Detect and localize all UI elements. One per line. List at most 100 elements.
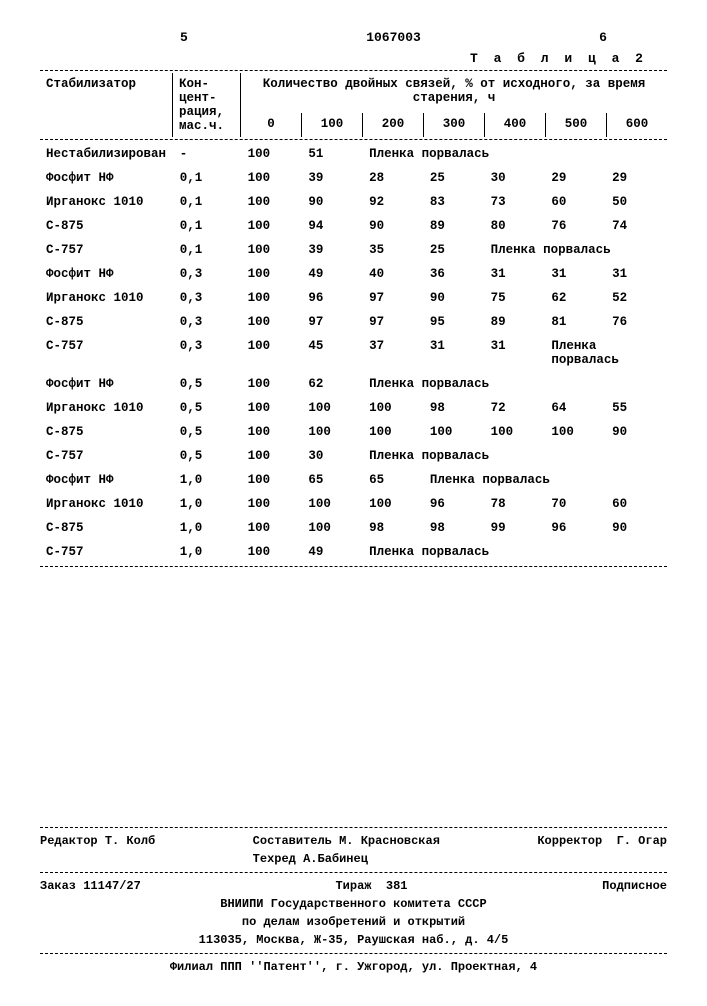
cell-value: 28 xyxy=(363,166,424,190)
divider xyxy=(40,953,667,954)
cell-value: 65 xyxy=(302,468,363,492)
cell-value: 25 xyxy=(424,238,485,262)
cell-value: 97 xyxy=(363,310,424,334)
table-row: С-7570,310045373131Пленка порвалась xyxy=(40,334,667,372)
cell-concentration: 0,3 xyxy=(174,334,242,372)
time-col-header: 600 xyxy=(607,113,668,137)
cell-value: 100 xyxy=(302,420,363,444)
cell-value: 100 xyxy=(242,420,303,444)
cell-value: 100 xyxy=(242,286,303,310)
cell-value: 99 xyxy=(485,516,546,540)
divider xyxy=(40,70,667,71)
cell-value: 50 xyxy=(606,190,667,214)
cell-value: 60 xyxy=(545,190,606,214)
cell-value: 49 xyxy=(302,262,363,286)
cell-concentration: 0,3 xyxy=(174,286,242,310)
cell-concentration: 1,0 xyxy=(174,468,242,492)
cell-concentration: 0,3 xyxy=(174,262,242,286)
cell-concentration: 0,1 xyxy=(174,238,242,262)
subscribe: Подписное xyxy=(602,877,667,895)
table-row: С-8750,1100949089807674 xyxy=(40,214,667,238)
header-row-1: Стабилизатор Кон- цент- рация, мас.ч. Ко… xyxy=(40,73,667,113)
cell-concentration: 0,1 xyxy=(174,166,242,190)
cell-value: 100 xyxy=(363,396,424,420)
cell-value: 100 xyxy=(242,492,303,516)
cell-value: 29 xyxy=(606,166,667,190)
time-col-header: 100 xyxy=(302,113,363,137)
cell-stabilizer: С-875 xyxy=(40,214,174,238)
table-row: Нестабилизирован-10051Пленка порвалась xyxy=(40,142,667,166)
addr-line: 113035, Москва, Ж-35, Раушская наб., д. … xyxy=(40,931,667,949)
doc-number: 1067003 xyxy=(366,30,421,45)
cell-value: 51 xyxy=(302,142,363,166)
cell-value: 72 xyxy=(485,396,546,420)
cell-concentration: 0,5 xyxy=(174,420,242,444)
cell-value: 90 xyxy=(363,214,424,238)
footer-block: Редактор Т. Колб Составитель М. Красновс… xyxy=(40,827,667,976)
cell-value: 100 xyxy=(302,396,363,420)
cell-value: 100 xyxy=(302,516,363,540)
cell-value: 100 xyxy=(545,420,606,444)
cell-value: 39 xyxy=(302,238,363,262)
table-row: Фосфит НФ0,510062Пленка порвалась xyxy=(40,372,667,396)
table-row: С-7570,510030Пленка порвалась xyxy=(40,444,667,468)
cell-value: 31 xyxy=(424,334,485,372)
cell-value: 95 xyxy=(424,310,485,334)
cell-value: 55 xyxy=(606,396,667,420)
cell-value: 31 xyxy=(485,262,546,286)
cell-value: 30 xyxy=(302,444,363,468)
cell-value: 83 xyxy=(424,190,485,214)
cell-value: 100 xyxy=(242,142,303,166)
cell-value: 100 xyxy=(242,396,303,420)
compiler-techred: Составитель М. Красновская Техред А.Баби… xyxy=(253,832,440,868)
cell-concentration: 1,0 xyxy=(174,540,242,564)
cell-stabilizer: Фосфит НФ xyxy=(40,372,174,396)
cell-value: 100 xyxy=(242,540,303,564)
cell-value: 81 xyxy=(545,310,606,334)
org-line-1: ВНИИПИ Государственного комитета СССР xyxy=(40,895,667,913)
cell-value: 92 xyxy=(363,190,424,214)
table-row: С-8750,3100979795898176 xyxy=(40,310,667,334)
cell-value: 100 xyxy=(242,166,303,190)
divider xyxy=(40,139,667,140)
cell-value: 97 xyxy=(363,286,424,310)
cell-stabilizer: Ирганокс 1010 xyxy=(40,396,174,420)
table-row: Фосфит НФ0,1100392825302929 xyxy=(40,166,667,190)
cell-stabilizer: С-875 xyxy=(40,420,174,444)
cell-value: 90 xyxy=(302,190,363,214)
cell-concentration: 0,5 xyxy=(174,372,242,396)
cell-value: 45 xyxy=(302,334,363,372)
table-row: С-8750,510010010010010010090 xyxy=(40,420,667,444)
cell-value: 73 xyxy=(485,190,546,214)
data-table-body: Нестабилизирован-10051Пленка порваласьФо… xyxy=(40,142,667,564)
col-main-heading: Количество двойных связей, % от исходног… xyxy=(241,73,668,113)
corrector: Корректор Г. Огар xyxy=(537,832,667,868)
cell-value: 80 xyxy=(485,214,546,238)
cell-value: 100 xyxy=(363,420,424,444)
page-right-num: 6 xyxy=(599,30,607,45)
cell-value: 100 xyxy=(242,468,303,492)
table-row: Ирганокс 10100,1100909283736050 xyxy=(40,190,667,214)
cell-value: 36 xyxy=(424,262,485,286)
cell-value: 98 xyxy=(424,516,485,540)
table-row: Ирганокс 10101,010010010096787060 xyxy=(40,492,667,516)
cell-value: 90 xyxy=(606,420,667,444)
cell-value: 75 xyxy=(485,286,546,310)
cell-value: 100 xyxy=(242,262,303,286)
cell-note: Пленка порвалась xyxy=(363,444,667,468)
cell-value: 29 xyxy=(545,166,606,190)
cell-stabilizer: Фосфит НФ xyxy=(40,262,174,286)
cell-value: 100 xyxy=(242,214,303,238)
time-col-header: 0 xyxy=(241,113,302,137)
time-col-header: 300 xyxy=(424,113,485,137)
cell-stabilizer: С-875 xyxy=(40,310,174,334)
cell-value: 76 xyxy=(606,310,667,334)
cell-value: 30 xyxy=(485,166,546,190)
cell-value: 94 xyxy=(302,214,363,238)
cell-value: 100 xyxy=(242,444,303,468)
cell-value: 100 xyxy=(242,372,303,396)
page-header: 5 1067003 6 xyxy=(40,30,667,45)
tirazh: Тираж 381 xyxy=(335,877,407,895)
page-left-num: 5 xyxy=(180,30,188,45)
cell-note: Пленка порвалась xyxy=(363,540,667,564)
